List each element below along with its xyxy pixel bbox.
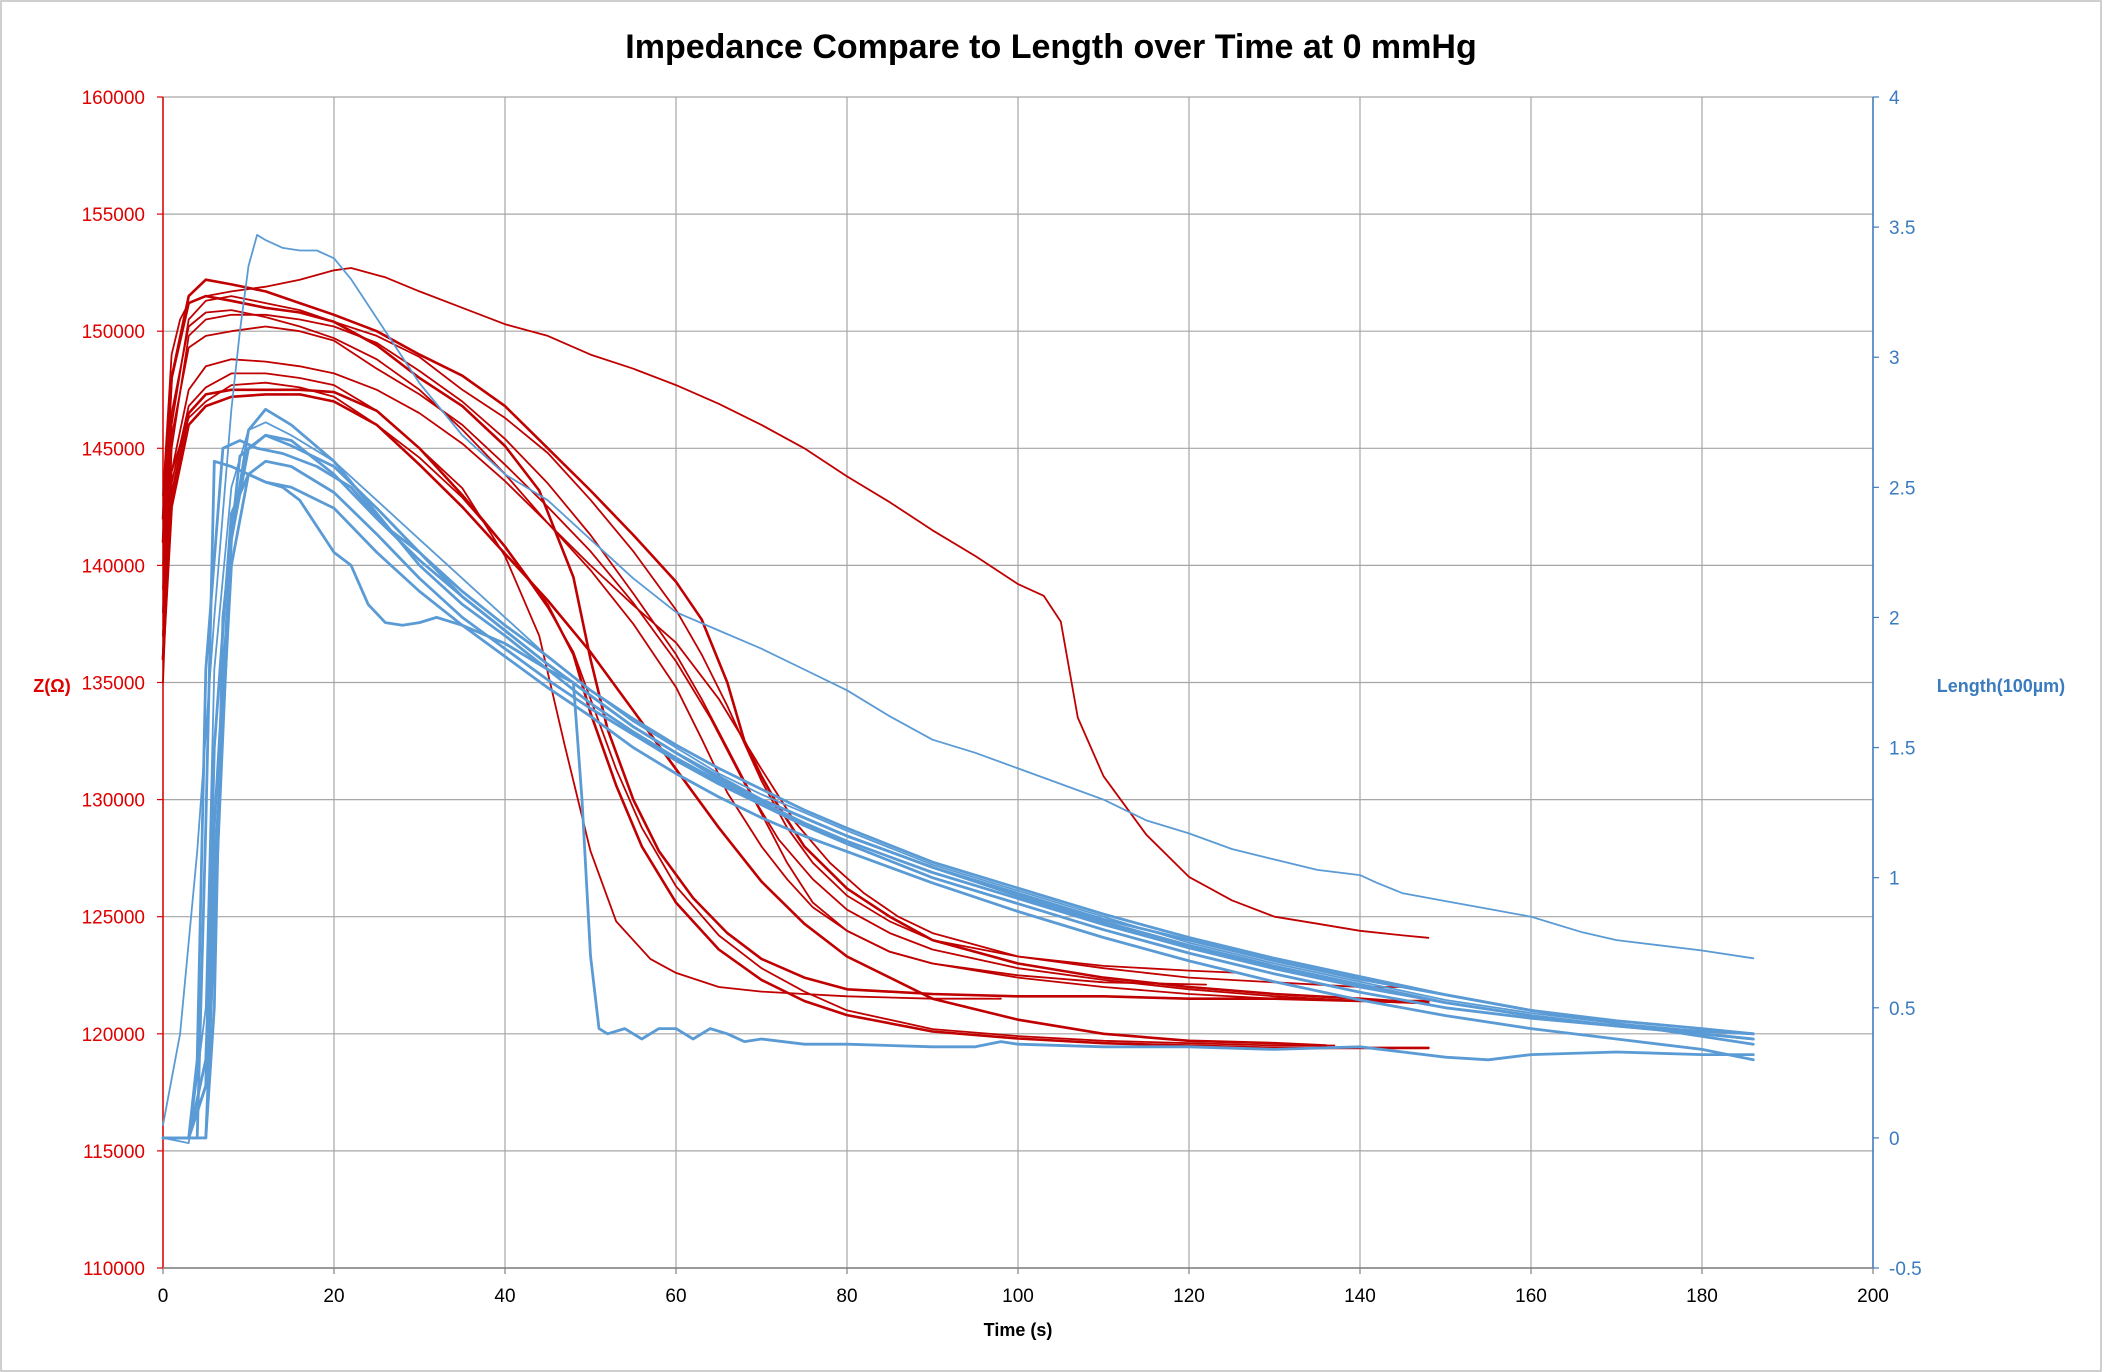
x-tick-label-5: 100	[1002, 1286, 1034, 1307]
y-left-tick-label-10: 160000	[82, 88, 145, 109]
y-left-tick-label-6: 140000	[82, 556, 145, 577]
axes-layer	[157, 96, 1879, 1274]
length-line-1	[162, 234, 1755, 1126]
impedance-line-3	[162, 295, 1242, 974]
y-left-tick-label-3: 125000	[82, 908, 145, 929]
length-line-6	[161, 472, 1755, 1140]
impedance-line-12	[162, 358, 1404, 988]
y-left-axis-title: Z(Ω)	[33, 676, 70, 696]
x-tick-label-0: 0	[158, 1286, 169, 1307]
y-left-tick-label-0: 110000	[83, 1259, 145, 1280]
y-right-tick-label-8: 3.5	[1889, 218, 1915, 239]
y-right-tick-label-5: 2	[1889, 608, 1900, 629]
y-left-tick-label-7: 145000	[82, 439, 145, 460]
x-tick-label-9: 180	[1686, 1286, 1718, 1307]
y-right-axis-title: Length(100µm)	[1937, 676, 2065, 696]
x-tick-label-6: 120	[1173, 1286, 1205, 1307]
x-axis-title: Time (s)	[984, 1320, 1053, 1340]
y-left-tick-label-2: 120000	[82, 1025, 145, 1046]
y-right-tick-label-7: 3	[1889, 348, 1900, 369]
y-left-tick-label-8: 150000	[82, 322, 145, 343]
impedance-line-9	[162, 372, 1002, 1000]
y-left-tick-label-9: 155000	[82, 205, 145, 226]
length-line-5	[161, 459, 1755, 1140]
impedance-line-10	[162, 325, 1430, 1005]
y-right-tick-label-9: 4	[1889, 88, 1900, 109]
x-tick-label-8: 160	[1515, 1286, 1547, 1307]
y-right-tick-label-4: 1.5	[1889, 739, 1915, 760]
impedance-line-2	[161, 278, 1430, 1005]
chart-title: Impedance Compare to Length over Time at…	[625, 28, 1476, 66]
x-tick-label-3: 60	[665, 1286, 686, 1307]
y-left-tick-label-5: 135000	[82, 674, 145, 695]
y-right-tick-label-6: 2.5	[1889, 478, 1915, 499]
length-line-9	[161, 407, 1755, 1140]
impedance-line-1	[162, 267, 1430, 939]
impedance-line-8	[161, 388, 1430, 1050]
y-right-tick-label-1: 0	[1889, 1129, 1900, 1150]
impedance-line-11	[161, 393, 1328, 1047]
tick-labels-group: 0 20 40 60 80 100 120 140 160 180 2001100001150001…	[82, 88, 1922, 1307]
y-right-tick-label-0: -0.5	[1889, 1259, 1922, 1280]
length-line-2	[161, 459, 1755, 1140]
impedance-series-group	[161, 267, 1430, 1050]
y-left-tick-label-4: 130000	[82, 791, 145, 812]
y-left-tick-label-1: 115000	[83, 1142, 145, 1163]
x-tick-label-4: 80	[836, 1286, 857, 1307]
x-tick-label-2: 40	[494, 1286, 515, 1307]
y-right-tick-label-3: 1	[1889, 869, 1900, 890]
x-tick-label-10: 200	[1857, 1286, 1889, 1307]
impedance-line-5	[161, 294, 1430, 1003]
x-tick-label-7: 140	[1344, 1286, 1376, 1307]
x-tick-label-1: 20	[323, 1286, 344, 1307]
y-right-tick-label-2: 0.5	[1889, 999, 1915, 1020]
length-series-group	[161, 234, 1755, 1144]
impedance-line-7	[162, 381, 1336, 1047]
